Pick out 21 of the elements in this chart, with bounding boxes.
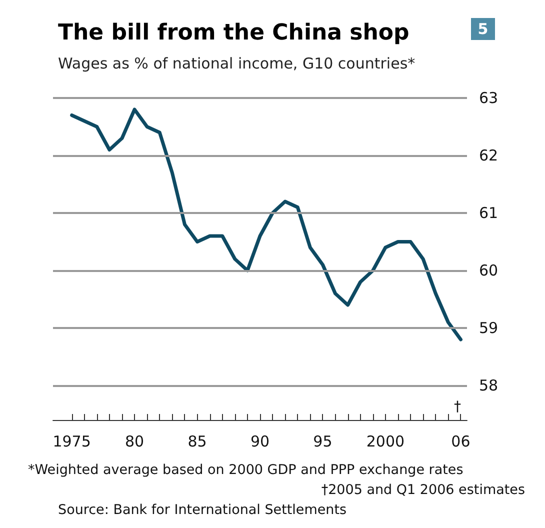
text: 5: [478, 20, 488, 38]
x-tick-label: 2000: [366, 432, 405, 450]
source-note: Source: Bank for International Settlements: [58, 502, 347, 518]
y-tick-label: 61: [479, 204, 498, 222]
text: *Weighted average based on 2000 GDP and PPP exchange rates: [28, 462, 464, 478]
text: †2005 and Q1 2006 estimates: [321, 482, 526, 498]
annotation: †: [454, 399, 461, 415]
y-tick-label: 62: [479, 146, 498, 164]
x-tick-label: 80: [125, 432, 144, 450]
x-tick-label: 06: [451, 432, 470, 450]
y-tick-label: 60: [479, 262, 498, 280]
line-series: [70, 108, 462, 342]
y-tick-label: 58: [479, 376, 498, 394]
y-tick-label: 63: [479, 89, 498, 107]
chart-subtitle: Wages as % of national income, G10 countries*: [58, 54, 416, 72]
x-tick-label: 1975: [52, 432, 91, 450]
x-tick-label: 90: [250, 432, 270, 450]
y-tick-label: 59: [479, 319, 498, 337]
x-tick-label: 95: [313, 432, 332, 450]
x-tick-label: 85: [188, 432, 207, 450]
chart-title: The bill from the China shop: [58, 20, 410, 46]
